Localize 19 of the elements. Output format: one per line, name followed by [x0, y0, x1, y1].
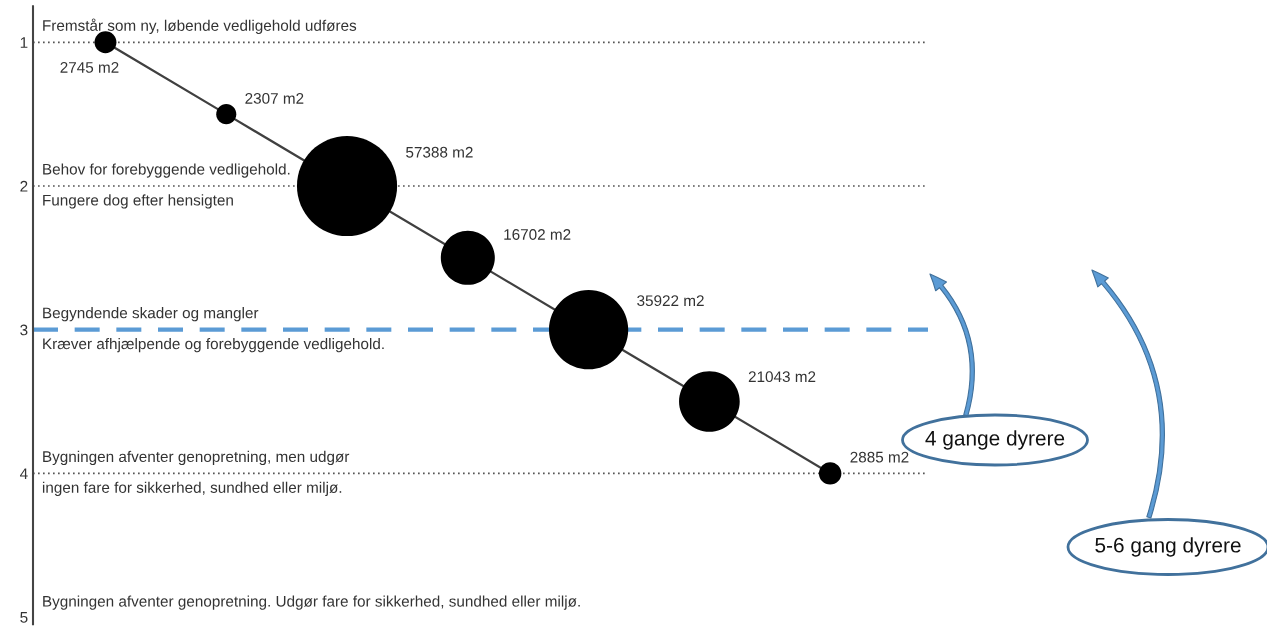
data-label: 2307 m2	[245, 93, 304, 104]
annotation: Bygningen afventer genopretning. Udgør fare for sikkerhed, sundhed eller miljø.	[43, 595, 580, 610]
y-tick-label: 1	[20, 37, 28, 48]
y-tick-label: 4	[19, 468, 28, 479]
text: 5-6 gang dyrere	[1095, 537, 1241, 557]
ref-line-label: Bygningen afventer genopretning, men udgør ingen fare for sikkerhed, sundhed eller miljø.	[42, 450, 350, 496]
y-tick-label: 3	[20, 324, 28, 336]
data-label: 21043 m2	[748, 371, 816, 383]
data-label: 35922 m2	[637, 295, 704, 307]
annotation: 4 gange dyrere	[925, 430, 1065, 450]
data-label: 16702 m2	[504, 229, 571, 240]
ref-line-label: Fremstår som ny, løbende vedligehold udføres	[43, 18, 357, 34]
y-tick-label: 2	[20, 180, 28, 192]
data-label: 57388 m2	[406, 146, 473, 158]
data-label: 2885 m2	[850, 451, 909, 463]
ref-line-label: Begyndende skader og mangler Kræver afhjælpende og forebyggende vedligehold.	[43, 307, 384, 353]
data-label: 2745 m2	[60, 61, 119, 73]
ref-line-label: Behov for forebyggende vedligehold. Fungere dog efter hensigten	[43, 163, 290, 209]
y-tick-label: 5	[20, 612, 28, 623]
